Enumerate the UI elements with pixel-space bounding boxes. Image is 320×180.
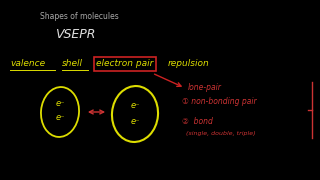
Text: valence: valence [10,60,45,69]
Text: Shapes of molecules: Shapes of molecules [40,12,119,21]
Text: lone-pair: lone-pair [188,84,222,93]
Text: e⁻: e⁻ [130,116,140,125]
Text: repulsion: repulsion [168,60,210,69]
Text: e⁻: e⁻ [130,100,140,109]
Text: ① non-bonding pair: ① non-bonding pair [182,98,257,107]
Text: VSEPR: VSEPR [55,28,95,41]
Text: electron pair: electron pair [96,60,153,69]
Text: shell: shell [62,60,83,69]
Text: e⁻: e⁻ [55,100,65,109]
Text: ②  bond: ② bond [182,118,213,127]
Text: e⁻: e⁻ [55,114,65,123]
Text: (single, double, triple): (single, double, triple) [186,132,256,136]
